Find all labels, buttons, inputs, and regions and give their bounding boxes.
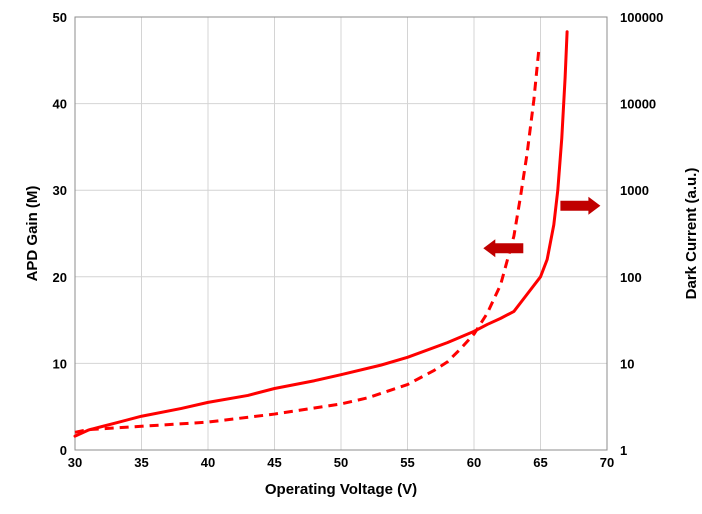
- y-tick-label: 0: [60, 443, 67, 458]
- y2-tick-label: 10: [620, 356, 634, 371]
- tick-layer: 30 35 40 45 50 55 60 65 70 0 10 20 30 40 50 1 10 100 1000 1…: [53, 10, 664, 470]
- y2-tick-label: 1: [620, 443, 627, 458]
- plot-frame: [74, 16, 608, 451]
- y2-tick-label: 10000: [620, 97, 656, 112]
- x-tick-label: 40: [201, 455, 215, 470]
- y-axis-title: APD Gain (M): [24, 186, 41, 282]
- series-line-dashed: [74, 46, 541, 434]
- y2-tick-label: 100: [620, 270, 642, 285]
- arrow-left-icon: [483, 239, 524, 258]
- series-layer: [73, 30, 569, 438]
- x-tick-label: 70: [600, 455, 614, 470]
- y-tick-label: 10: [53, 356, 67, 371]
- x-tick-label: 30: [68, 455, 82, 470]
- x-tick-label: 35: [134, 455, 148, 470]
- y-tick-label: 40: [53, 97, 67, 112]
- x-tick-label: 50: [334, 455, 348, 470]
- arrow-right-icon: [560, 196, 601, 215]
- x-tick-label: 55: [400, 455, 414, 470]
- y-tick-label: 20: [53, 270, 67, 285]
- y-tick-label: 50: [53, 10, 67, 25]
- x-tick-label: 60: [467, 455, 481, 470]
- y2-tick-label: 100000: [620, 10, 663, 25]
- y2-axis-title: Dark Current (a.u.): [683, 168, 700, 300]
- x-axis-title: Operating Voltage (V): [265, 481, 417, 498]
- y2-tick-label: 1000: [620, 183, 649, 198]
- x-tick-label: 65: [533, 455, 547, 470]
- grid-layer: [75, 17, 607, 450]
- y-tick-label: 30: [53, 183, 67, 198]
- x-tick-label: 45: [267, 455, 281, 470]
- annotation-layer: [483, 196, 601, 258]
- series-line-solid: [73, 30, 569, 438]
